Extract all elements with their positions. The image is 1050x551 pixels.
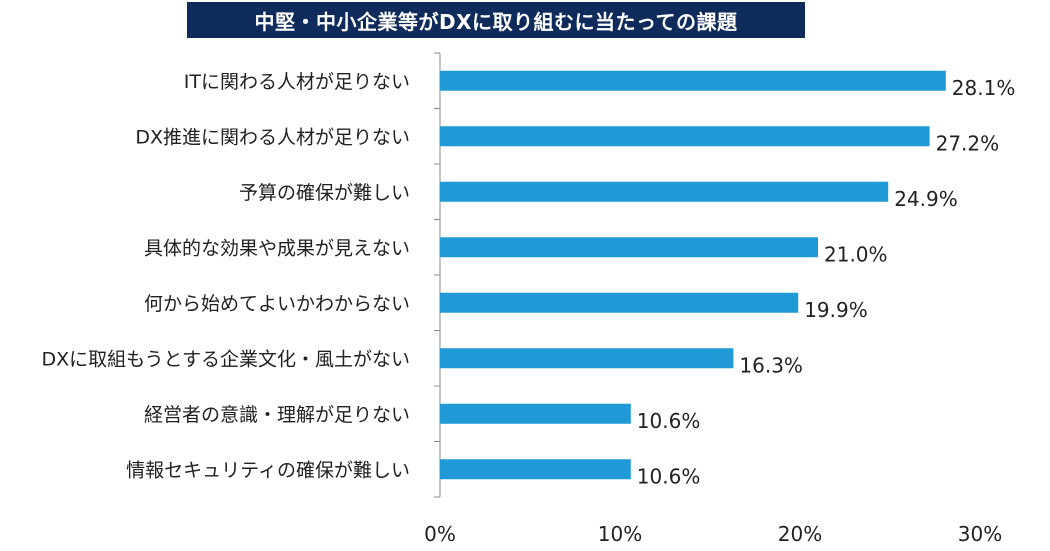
bar: [440, 70, 946, 91]
bar: [440, 181, 889, 202]
data-label: 10.6%: [637, 409, 701, 433]
bar: [440, 126, 930, 147]
category-label: 情報セキュリティの確保が難しい: [126, 459, 410, 481]
data-label: 28.1%: [952, 76, 1016, 100]
x-tick-label: 20%: [778, 522, 822, 546]
bar: [440, 237, 818, 258]
data-label: 27.2%: [936, 131, 1000, 155]
data-label: 19.9%: [804, 298, 868, 322]
data-label: 16.3%: [739, 353, 803, 377]
chart-title: 中堅・中小企業等がDXに取り組むに当たっての課題: [254, 9, 738, 34]
category-label: DXに取組もうとする企業文化・風土がない: [41, 348, 410, 370]
data-label: 24.9%: [894, 187, 958, 211]
category-label: 経営者の意識・理解が足りない: [144, 404, 410, 426]
x-tick-label: 30%: [958, 522, 1002, 546]
bar: [440, 292, 799, 313]
category-label: 何から始めてよいかわからない: [144, 293, 410, 315]
category-label: DX推進に関わる人材が足りない: [135, 126, 410, 148]
category-label: ITに関わる人材が足りない: [184, 71, 410, 93]
bar: [440, 403, 631, 424]
bar: [440, 459, 631, 480]
data-label: 10.6%: [637, 464, 701, 488]
x-tick-label: 10%: [598, 522, 642, 546]
data-label: 21.0%: [824, 242, 888, 266]
category-label: 予算の確保が難しい: [239, 182, 410, 204]
category-label: 具体的な効果や成果が見えない: [144, 237, 410, 259]
bar: [440, 348, 734, 369]
chart-title-banner: 中堅・中小企業等がDXに取り組むに当たっての課題: [187, 2, 805, 38]
x-tick-label: 0%: [424, 522, 456, 546]
